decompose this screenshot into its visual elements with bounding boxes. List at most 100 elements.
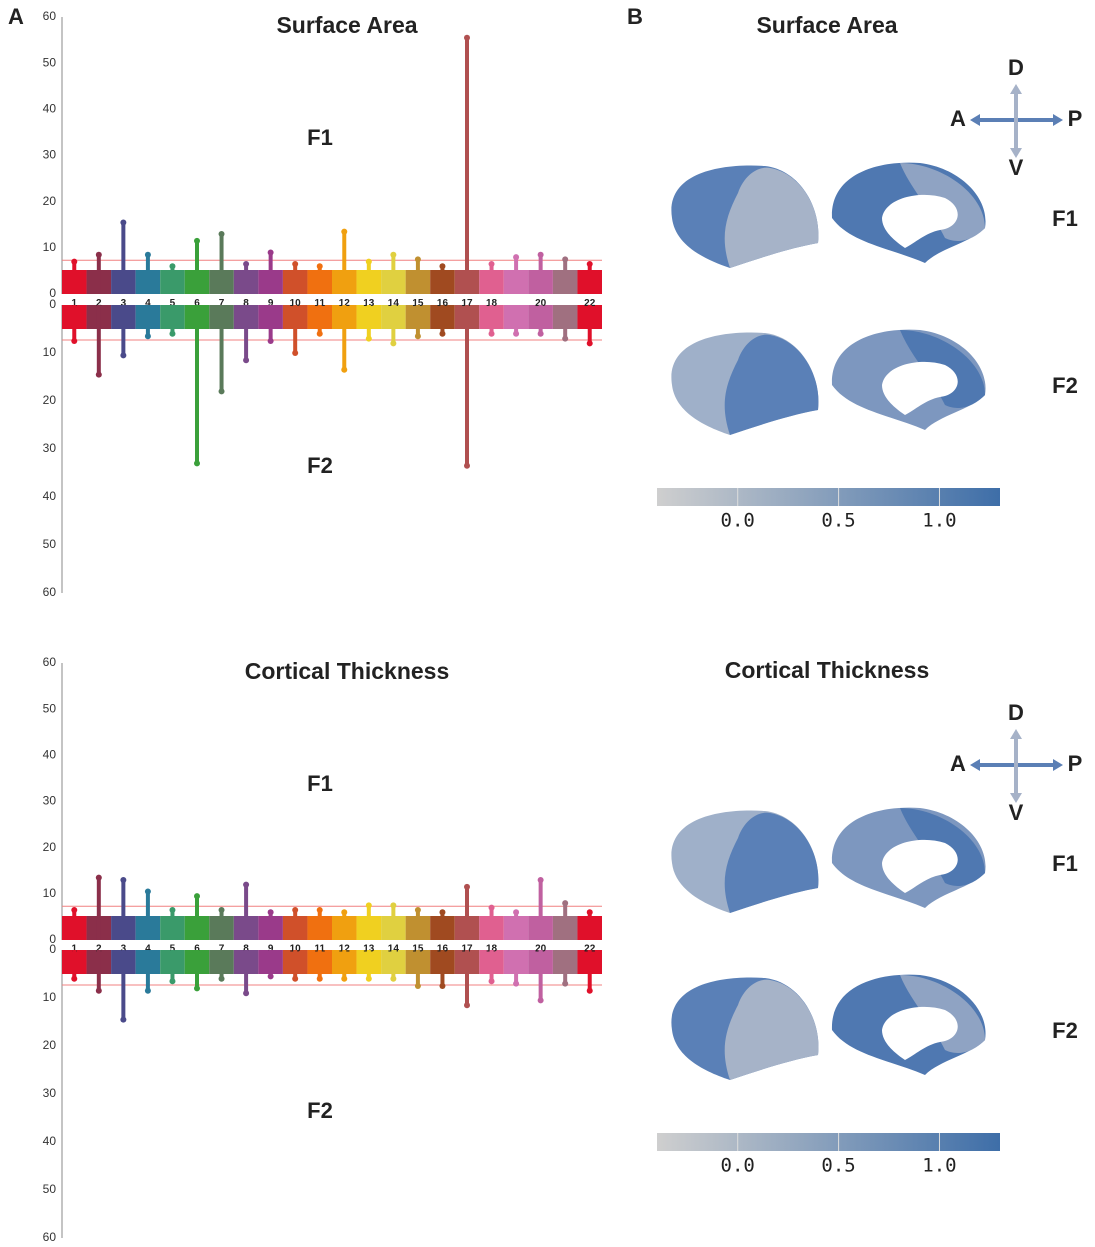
- peak-point: [268, 909, 274, 915]
- peak-point: [194, 238, 200, 244]
- peak-point: [268, 973, 274, 979]
- y-tick-label: 30: [43, 148, 57, 162]
- peak-point: [366, 902, 372, 908]
- peak-point: [219, 231, 225, 237]
- chart-title: Surface Area: [756, 12, 897, 38]
- y-tick-label: 10: [43, 886, 57, 900]
- direction-label: D: [1008, 700, 1024, 725]
- peak-point: [317, 331, 323, 337]
- peak-point: [317, 907, 323, 913]
- colorbar-tick-label: 0.0: [721, 510, 755, 532]
- direction-label: V: [1009, 155, 1024, 180]
- peak-point: [268, 249, 274, 255]
- peak-point: [439, 909, 445, 915]
- y-tick-label: 20: [43, 194, 57, 208]
- peak-point: [120, 877, 126, 883]
- peak-point: [415, 333, 421, 339]
- peak-point: [366, 336, 372, 342]
- colorbar-tick-label: 0.0: [721, 1155, 755, 1177]
- peak-point: [390, 340, 396, 346]
- peak-point: [513, 909, 519, 915]
- peak-point: [96, 372, 102, 378]
- y-tick-label: 40: [43, 1134, 57, 1148]
- row-label: F1: [1052, 851, 1078, 876]
- y-tick-label: 50: [43, 701, 57, 715]
- direction-label: A: [950, 751, 966, 776]
- peak-point: [71, 338, 77, 344]
- peak-point: [341, 976, 347, 982]
- peak-point: [194, 460, 200, 466]
- peak-point: [415, 907, 421, 913]
- direction-label: P: [1068, 106, 1083, 131]
- y-tick-label: 60: [43, 655, 57, 669]
- colorbar-tick-label: 0.5: [821, 510, 855, 532]
- y-tick-label: 40: [43, 102, 57, 116]
- y-tick-label: 10: [43, 345, 57, 359]
- peak-point: [145, 988, 151, 994]
- peak-point: [390, 252, 396, 258]
- facet-label: F1: [307, 125, 333, 150]
- y-tick-label: 40: [43, 489, 57, 503]
- row-label: F2: [1052, 1018, 1078, 1043]
- peak-point: [341, 909, 347, 915]
- peak-point: [587, 261, 593, 267]
- y-tick-label: 20: [43, 1038, 57, 1052]
- peak-point: [366, 976, 372, 982]
- peak-point: [243, 357, 249, 363]
- peak-point: [390, 976, 396, 982]
- direction-label: D: [1008, 55, 1024, 80]
- peak-point: [194, 985, 200, 991]
- panel-label: B: [627, 4, 643, 29]
- peak-point: [489, 905, 495, 911]
- y-tick-label: 40: [43, 748, 57, 762]
- peak-point: [292, 907, 298, 913]
- peak-point: [120, 219, 126, 225]
- y-tick-label: 60: [43, 585, 57, 599]
- peak-point: [194, 893, 200, 899]
- peak-point: [390, 902, 396, 908]
- peak-point: [464, 35, 470, 41]
- peak-point: [562, 900, 568, 906]
- peak-point: [464, 463, 470, 469]
- peak-point: [341, 367, 347, 373]
- peak-point: [268, 338, 274, 344]
- peak-point: [71, 976, 77, 982]
- facet-label: F2: [307, 453, 333, 478]
- y-tick-label: 10: [43, 990, 57, 1004]
- colorbar: [657, 1133, 1000, 1151]
- peak-point: [366, 259, 372, 265]
- y-tick-label: 50: [43, 1182, 57, 1196]
- chart-title: Cortical Thickness: [725, 657, 930, 683]
- facet-label: F1: [307, 771, 333, 796]
- peak-point: [243, 882, 249, 888]
- peak-point: [538, 997, 544, 1003]
- peak-point: [439, 331, 445, 337]
- figure: A B Surface AreaF1F200101020203030404050…: [0, 0, 1095, 1247]
- panel-label: A: [8, 4, 24, 29]
- peak-point: [489, 978, 495, 984]
- peak-point: [489, 331, 495, 337]
- peak-point: [120, 1017, 126, 1023]
- colorbar-tick-label: 0.5: [821, 1155, 855, 1177]
- peak-point: [317, 976, 323, 982]
- y-tick-label: 0: [49, 942, 56, 956]
- y-tick-label: 30: [43, 441, 57, 455]
- peak-point: [71, 907, 77, 913]
- peak-point: [562, 981, 568, 987]
- row-label: F1: [1052, 206, 1078, 231]
- peak-point: [169, 907, 175, 913]
- peak-point: [513, 331, 519, 337]
- brain-panel: Cortical ThicknessDAPVF1F20.00.51.0: [657, 657, 1082, 1176]
- peak-point: [587, 988, 593, 994]
- peak-point: [169, 331, 175, 337]
- peak-point: [96, 988, 102, 994]
- peak-point: [292, 261, 298, 267]
- facet-label: F2: [307, 1098, 333, 1123]
- peak-point: [169, 263, 175, 269]
- y-tick-label: 20: [43, 840, 57, 854]
- peak-point: [219, 976, 225, 982]
- direction-label: A: [950, 106, 966, 131]
- y-tick-label: 50: [43, 537, 57, 551]
- peak-point: [513, 254, 519, 260]
